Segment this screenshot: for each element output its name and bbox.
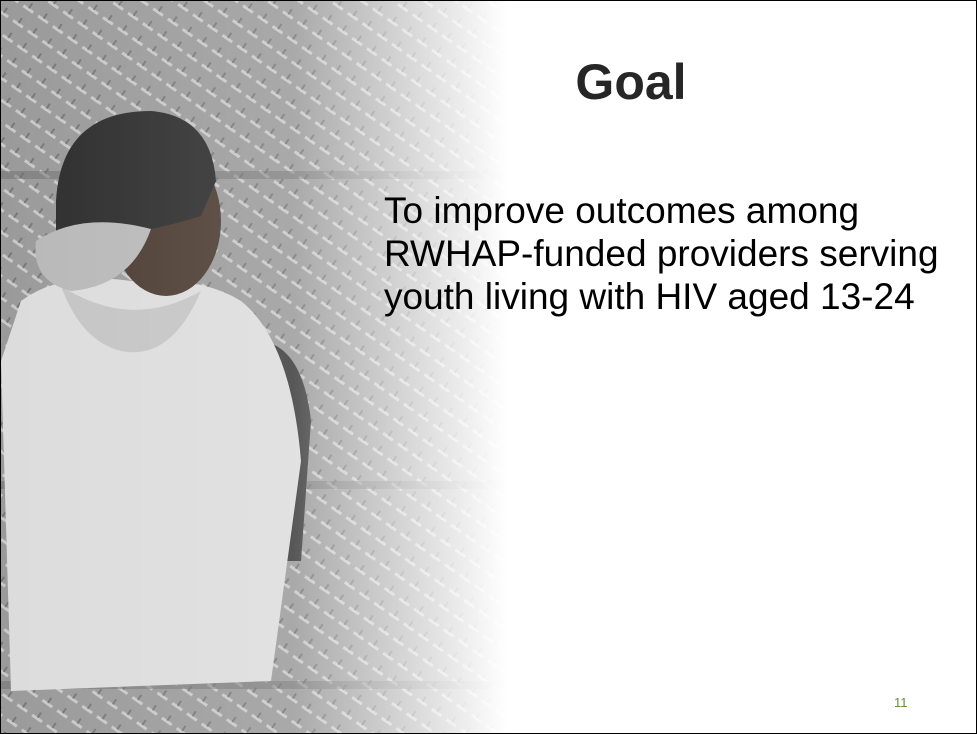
slide: Goal To improve outcomes among RWHAP-fun… (0, 0, 977, 734)
page-number: 11 (894, 695, 908, 710)
slide-title: Goal (381, 53, 881, 111)
body-text: To improve outcomes among RWHAP-funded p… (384, 189, 976, 318)
